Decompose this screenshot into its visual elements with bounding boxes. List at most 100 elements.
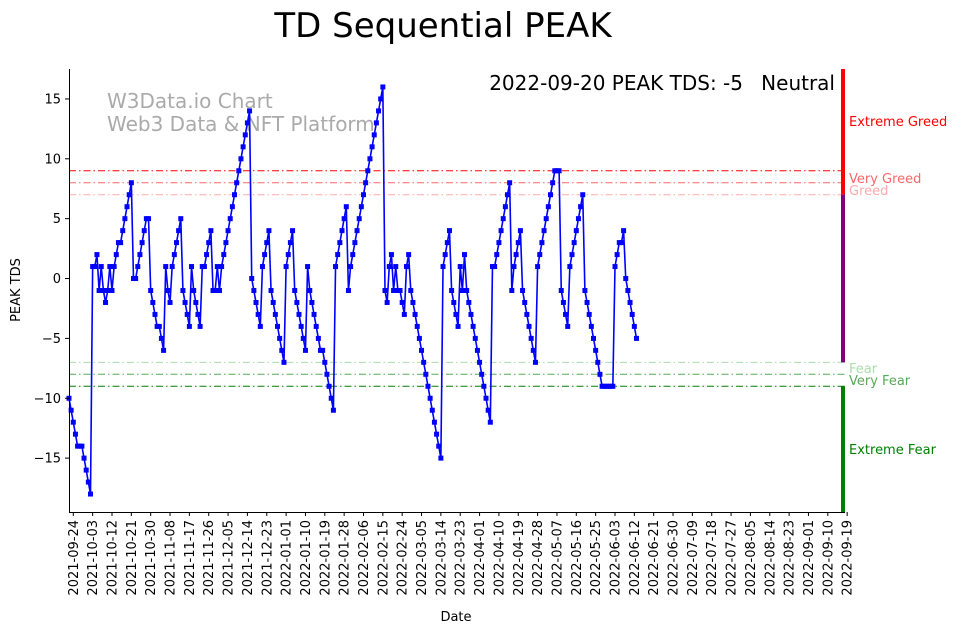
data-point xyxy=(382,288,388,293)
data-point xyxy=(137,252,143,258)
data-point xyxy=(328,395,334,401)
data-point xyxy=(105,288,111,293)
data-point xyxy=(627,299,633,305)
data-point xyxy=(251,288,257,293)
data-point xyxy=(528,335,534,341)
data-point xyxy=(111,264,117,270)
data-point xyxy=(393,264,399,270)
data-point xyxy=(354,228,360,234)
data-point xyxy=(556,168,562,174)
data-point xyxy=(72,431,78,437)
zone-label-0: Extreme Greed xyxy=(849,115,947,130)
data-point xyxy=(455,323,461,329)
data-point xyxy=(337,240,343,246)
x-tick-label: 2022-02-15 xyxy=(376,520,391,596)
data-point xyxy=(532,359,538,365)
data-point xyxy=(225,228,231,234)
data-point xyxy=(176,228,182,234)
data-point xyxy=(595,359,601,365)
data-point xyxy=(167,299,173,305)
watermark-line-2: Web3 Data & NFT Platform xyxy=(107,112,375,136)
data-point xyxy=(472,335,478,341)
sentiment-status: Neutral xyxy=(761,71,835,95)
data-point xyxy=(118,240,124,246)
chart-title: TD Sequential PEAK xyxy=(273,6,613,46)
x-tick-label: 2022-02-24 xyxy=(396,520,411,596)
x-tick-label: 2022-05-25 xyxy=(589,520,604,596)
data-point xyxy=(625,288,631,293)
data-point xyxy=(588,323,594,329)
data-point xyxy=(311,311,317,317)
data-point xyxy=(83,467,89,473)
data-point xyxy=(212,288,218,293)
data-point xyxy=(307,288,313,293)
data-point xyxy=(216,288,222,293)
sentiment-side-bar xyxy=(841,69,845,512)
data-point xyxy=(283,264,289,270)
data-point xyxy=(107,264,113,270)
data-point xyxy=(255,311,261,317)
x-tick-label: 2022-08-14 xyxy=(763,520,778,596)
data-point xyxy=(438,455,444,461)
data-point xyxy=(421,359,427,365)
data-point xyxy=(550,180,556,186)
data-point xyxy=(287,240,293,246)
data-point xyxy=(485,407,491,413)
x-tick-label: 2022-09-01 xyxy=(802,520,817,596)
data-point xyxy=(436,443,442,449)
data-point xyxy=(238,156,244,162)
data-point xyxy=(247,108,253,114)
data-point xyxy=(221,252,227,258)
data-point xyxy=(427,395,433,401)
data-point xyxy=(520,288,526,293)
data-point xyxy=(242,132,248,138)
x-tick-label: 2022-06-03 xyxy=(608,520,623,596)
data-point xyxy=(322,359,328,365)
data-point xyxy=(236,168,242,174)
x-tick-label: 2022-09-10 xyxy=(821,520,836,596)
data-point xyxy=(397,288,403,293)
data-point xyxy=(563,311,569,317)
y-tick-label: −10 xyxy=(34,392,61,407)
x-tick-label: 2021-09-24 xyxy=(67,520,82,596)
x-tick-label: 2022-04-19 xyxy=(512,520,527,596)
data-point xyxy=(621,228,627,234)
data-point xyxy=(502,204,508,210)
x-tick-label: 2021-12-23 xyxy=(260,520,275,596)
data-point xyxy=(494,252,500,258)
side-bar-segment-0 xyxy=(841,69,845,195)
data-point xyxy=(412,311,418,317)
data-point xyxy=(330,407,336,413)
data-point xyxy=(313,323,319,329)
data-point xyxy=(597,371,603,377)
data-point xyxy=(92,264,98,270)
data-point xyxy=(408,288,414,293)
data-point xyxy=(324,371,330,377)
x-tick-label: 2022-04-28 xyxy=(531,520,546,596)
data-point xyxy=(292,288,298,293)
x-tick-label: 2022-01-19 xyxy=(318,520,333,596)
x-tick-label: 2022-03-05 xyxy=(415,520,430,596)
data-point xyxy=(204,252,210,258)
data-point xyxy=(135,264,141,270)
data-point xyxy=(406,252,412,258)
y-ticks: 15 10 5 0 −5 −10 −15 xyxy=(34,92,69,467)
data-point xyxy=(403,264,409,270)
data-point xyxy=(474,347,480,353)
data-point xyxy=(464,288,470,293)
data-point xyxy=(120,228,126,234)
data-point xyxy=(356,216,362,222)
x-tick-label: 2022-06-12 xyxy=(628,520,643,596)
data-point xyxy=(575,216,581,222)
data-point xyxy=(614,252,620,258)
data-point xyxy=(161,347,167,353)
data-point xyxy=(358,204,364,210)
data-point xyxy=(201,264,207,270)
data-point xyxy=(180,288,186,293)
side-bar-segment-2 xyxy=(841,386,845,512)
x-tick-label: 2022-01-10 xyxy=(299,520,314,596)
x-tick-label: 2022-01-28 xyxy=(338,520,353,596)
data-point xyxy=(500,216,506,222)
